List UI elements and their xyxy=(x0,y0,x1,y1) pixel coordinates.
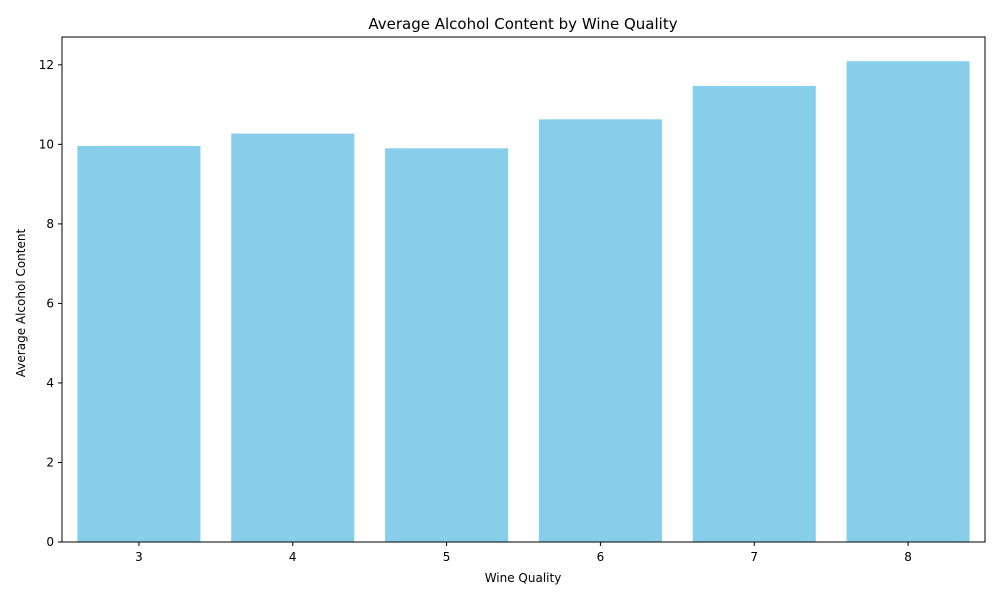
y-axis-label: Average Alcohol Content xyxy=(14,229,28,378)
x-axis-ticks: 3 4 5 6 7 8 xyxy=(135,542,912,564)
y-axis-ticks: 0 2 4 6 8 10 12 xyxy=(39,58,62,549)
bars-layer xyxy=(77,61,970,543)
y-tick-label: 6 xyxy=(46,296,54,310)
plot-frame xyxy=(61,36,986,543)
bar-quality-7 xyxy=(692,85,816,542)
x-tick-label: 7 xyxy=(750,550,758,564)
bar-quality-5 xyxy=(385,148,509,543)
bar-quality-3 xyxy=(77,145,201,542)
x-tick-label: 4 xyxy=(289,550,297,564)
y-tick-label: 0 xyxy=(46,535,54,549)
y-tick-label: 10 xyxy=(39,137,54,151)
x-tick-label: 3 xyxy=(135,550,143,564)
y-tick-label: 12 xyxy=(39,58,54,72)
y-tick-label: 4 xyxy=(46,376,54,390)
bar-quality-4 xyxy=(231,133,355,543)
x-tick-label: 6 xyxy=(597,550,605,564)
x-tick-label: 5 xyxy=(443,550,451,564)
y-tick-label: 8 xyxy=(46,217,54,231)
y-tick-label: 2 xyxy=(46,455,54,469)
x-axis-label: Wine Quality xyxy=(485,571,562,585)
bar-quality-8 xyxy=(846,61,970,542)
x-tick-label: 8 xyxy=(904,550,912,564)
bar-quality-6 xyxy=(538,119,662,542)
chart-title: Average Alcohol Content by Wine Quality xyxy=(368,15,677,33)
